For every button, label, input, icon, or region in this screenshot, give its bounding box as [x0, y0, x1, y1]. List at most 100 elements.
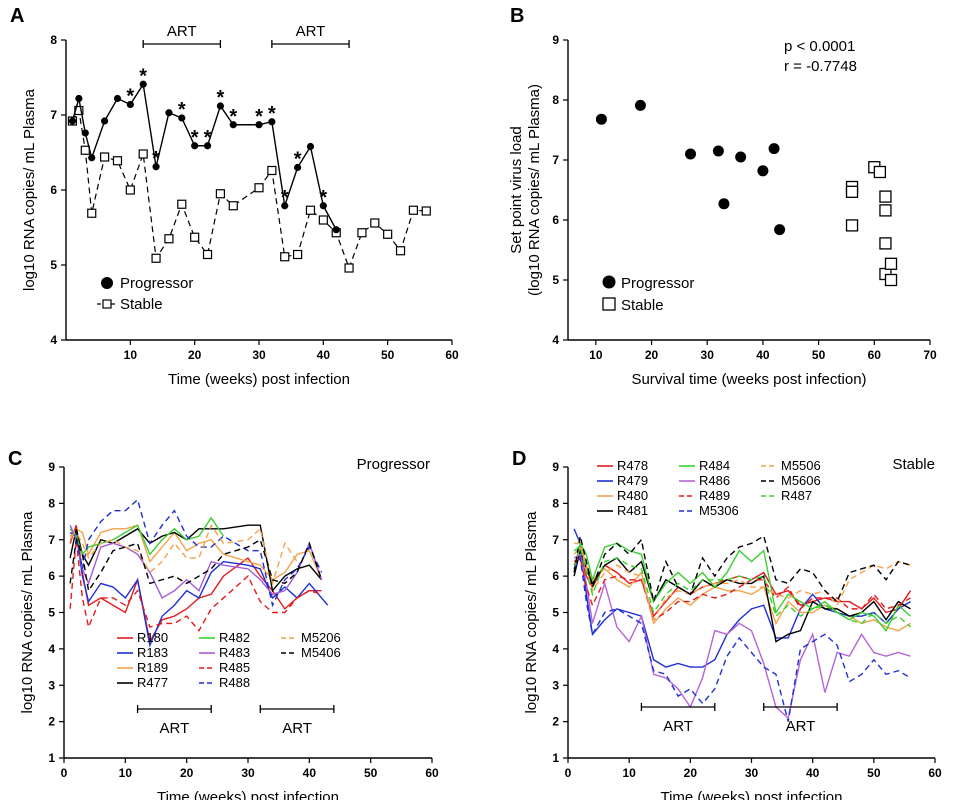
legend-label-m5406: M5406	[301, 645, 341, 660]
legend-label-m5306: M5306	[699, 503, 739, 518]
y-tick-label: 7	[48, 533, 55, 547]
legend-label-r183: R183	[137, 645, 168, 660]
significance-asterisk: *	[152, 148, 160, 170]
x-tick-label: 60	[425, 766, 439, 780]
x-tick-label: 50	[381, 348, 395, 362]
data-point-stable	[125, 185, 135, 195]
legend-label-m5506: M5506	[781, 458, 821, 473]
panel-b-plot: p < 0.0001 r = -0.7748 Progressor Stable	[595, 38, 898, 314]
legend-label-m5606: M5606	[781, 473, 821, 488]
data-point-progressor	[165, 109, 173, 117]
significance-asterisk: *	[178, 99, 186, 121]
legend-label-stable: Stable	[621, 297, 664, 314]
legend-label-r489: R489	[699, 488, 730, 503]
data-point-stable	[190, 232, 200, 242]
x-tick-label: 30	[745, 766, 759, 780]
x-axis-label: Time (weeks) post infection	[157, 789, 339, 800]
y-axis-label: Set point virus load	[508, 126, 525, 254]
data-point-stable	[318, 215, 328, 225]
p-value-annotation: p < 0.0001	[784, 38, 855, 55]
series-line-r489	[573, 556, 911, 621]
x-tick-label: 10	[589, 348, 603, 362]
x-tick-label: 10	[622, 766, 636, 780]
y-tick-label: 6	[50, 183, 57, 197]
data-point-progressor	[75, 94, 83, 103]
x-tick-label: 40	[806, 766, 820, 780]
data-point-stable	[879, 237, 892, 250]
data-point-stable	[879, 204, 892, 217]
data-point-stable	[164, 234, 174, 244]
x-tick-label: 40	[303, 766, 317, 780]
x-tick-label: 10	[124, 348, 138, 362]
data-point-progressor	[774, 224, 786, 236]
legend-label-r487: R487	[781, 488, 812, 503]
x-axis-label: Time (weeks) post infection	[168, 371, 350, 388]
data-point-stable	[370, 218, 380, 228]
y-tick-label: 9	[552, 33, 559, 47]
data-point-progressor	[255, 121, 263, 129]
legend-label-r486: R486	[699, 473, 730, 488]
y-tick-label: 5	[48, 606, 55, 620]
x-tick-label: 40	[756, 348, 770, 362]
series-line-r477	[69, 524, 323, 593]
art-label: ART	[663, 718, 693, 735]
x-tick-label: 10	[119, 766, 133, 780]
data-point-progressor	[712, 145, 724, 157]
y-tick-label: 5	[50, 258, 57, 272]
x-tick-label: 70	[923, 348, 937, 362]
x-tick-label: 20	[188, 348, 202, 362]
y-tick-label: 7	[50, 108, 57, 122]
series-line-m5506	[573, 545, 911, 622]
data-point-progressor	[294, 163, 302, 172]
legend-marker-progressor	[602, 275, 616, 289]
data-point-progressor	[113, 94, 122, 103]
data-point-stable	[845, 219, 859, 232]
data-point-stable	[408, 205, 418, 215]
x-tick-label: 60	[928, 766, 942, 780]
legend-label-r478: R478	[617, 458, 648, 473]
legend-label-r479: R479	[617, 473, 648, 488]
data-point-progressor	[152, 163, 160, 171]
y-tick-label: 1	[552, 751, 559, 765]
y-axis-label: log10 RNA copies/ mL Plasma	[21, 88, 38, 291]
legend-label-progressor: Progressor	[120, 275, 193, 292]
data-point-stable	[202, 249, 213, 260]
data-point-stable	[151, 253, 161, 263]
data-point-progressor	[178, 114, 186, 122]
x-tick-label: 60	[868, 348, 882, 362]
legend-label-m5206: M5206	[301, 630, 341, 645]
series-line-m5206	[69, 523, 298, 587]
significance-asterisk: *	[217, 87, 225, 109]
x-axis-label: Time (weeks) post infection	[660, 789, 842, 800]
y-tick-label: 9	[552, 460, 559, 474]
data-point-progressor	[306, 142, 315, 151]
art-label: ART	[282, 720, 312, 737]
series-line-r488	[69, 498, 323, 608]
significance-asterisk: *	[294, 149, 302, 171]
significance-asterisk: *	[281, 187, 289, 209]
data-point-stable	[845, 185, 859, 198]
legend-label-r189: R189	[137, 660, 168, 675]
significance-asterisk: *	[139, 65, 147, 87]
series-line-r180	[69, 524, 322, 644]
panel-letter: D	[512, 448, 526, 470]
significance-asterisk: *	[204, 127, 212, 149]
y-axis-label: log10 RNA copies/ mL Plasma	[19, 511, 36, 714]
series-line-m5306	[573, 555, 911, 722]
x-tick-label: 20	[684, 766, 698, 780]
panel-letter: A	[10, 5, 24, 27]
legend-label-progressor: Progressor	[621, 275, 694, 292]
data-point-stable	[80, 145, 90, 155]
x-tick-label: 30	[241, 766, 255, 780]
data-point-stable	[421, 206, 431, 216]
data-point-progressor	[203, 142, 212, 150]
data-point-stable	[228, 201, 238, 211]
data-point-stable	[87, 208, 97, 218]
legend-marker-progressor	[101, 277, 113, 289]
y-tick-label: 5	[552, 273, 559, 287]
x-tick-label: 20	[180, 766, 194, 780]
legend-label-r180: R180	[137, 630, 168, 645]
